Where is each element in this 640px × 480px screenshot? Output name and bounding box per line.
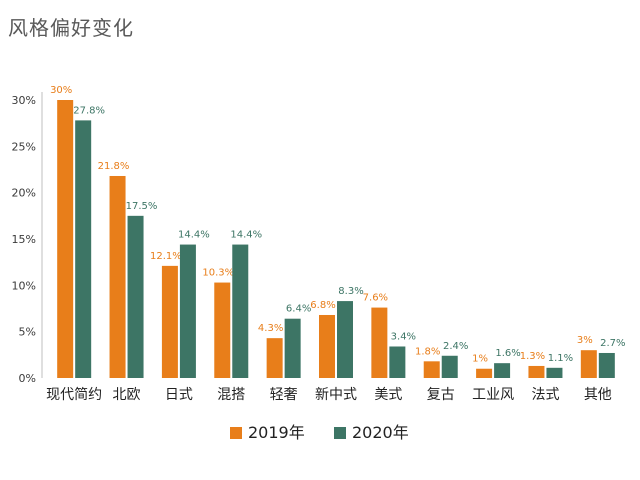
y-tick-label: 0%	[19, 372, 36, 385]
x-tick-label: 其他	[584, 387, 612, 403]
data-label: 1.6%	[495, 348, 520, 359]
data-label: 14.4%	[230, 230, 262, 241]
data-label: 3.4%	[391, 331, 416, 342]
bar	[161, 265, 178, 378]
y-tick-label: 20%	[12, 187, 36, 200]
data-label: 1.3%	[520, 351, 545, 362]
data-label: 4.3%	[258, 323, 283, 334]
x-tick-label: 混搭	[217, 387, 245, 403]
chart-title: 风格偏好变化	[8, 16, 134, 40]
bar	[319, 314, 335, 378]
bar	[214, 282, 231, 378]
bar	[179, 244, 196, 378]
bar	[109, 175, 126, 378]
x-tick-label: 现代简约	[46, 386, 102, 403]
x-tick-label: 北欧	[113, 387, 141, 403]
data-label: 10.3%	[202, 268, 234, 279]
bar	[284, 318, 301, 378]
data-label: 2.7%	[600, 338, 625, 349]
y-tick-label: 10%	[12, 279, 36, 292]
bar	[337, 301, 353, 378]
data-label: 6.4%	[286, 304, 311, 315]
y-tick-label: 25%	[12, 140, 36, 153]
data-label: 30%	[50, 85, 72, 96]
data-label: 21.8%	[98, 161, 130, 172]
bar	[546, 367, 563, 378]
data-label: 17.5%	[126, 201, 158, 212]
bar	[598, 352, 615, 378]
x-tick-label: 轻奢	[270, 387, 298, 403]
legend-entry: 2019年	[248, 423, 305, 442]
bar	[528, 365, 545, 378]
data-label: 8.3%	[338, 286, 363, 297]
legend-swatch	[230, 427, 242, 439]
data-label: 1.8%	[415, 346, 440, 357]
bar	[75, 120, 92, 379]
bar	[580, 350, 597, 378]
bar	[389, 346, 406, 378]
data-label: 14.4%	[178, 230, 210, 241]
bar	[441, 355, 458, 378]
x-tick-label: 新中式	[315, 387, 357, 403]
bar	[57, 100, 74, 378]
data-label: 2.4%	[443, 341, 468, 352]
data-label: 7.6%	[363, 293, 388, 304]
bar	[127, 215, 144, 378]
data-label: 1%	[472, 354, 488, 365]
y-tick-label: 15%	[12, 233, 36, 246]
bar	[371, 307, 388, 378]
data-label: 3%	[577, 335, 593, 346]
data-label: 1.1%	[548, 353, 573, 364]
x-tick-label: 工业风	[472, 387, 514, 403]
legend-swatch	[334, 427, 346, 439]
bar	[423, 361, 440, 378]
x-tick-label: 法式	[531, 387, 559, 403]
bar	[266, 338, 283, 378]
y-tick-label: 30%	[12, 94, 36, 107]
data-label: 12.1%	[150, 251, 182, 262]
x-tick-label: 复古	[427, 386, 455, 403]
x-tick-label: 日式	[165, 387, 193, 403]
legend-entry: 2020年	[352, 423, 409, 442]
y-tick-label: 5%	[19, 326, 36, 339]
bar	[232, 244, 249, 378]
bar	[476, 368, 493, 378]
data-label: 6.8%	[310, 300, 335, 311]
data-label: 27.8%	[73, 105, 105, 116]
bar	[494, 363, 511, 378]
x-tick-label: 美式	[374, 387, 402, 403]
